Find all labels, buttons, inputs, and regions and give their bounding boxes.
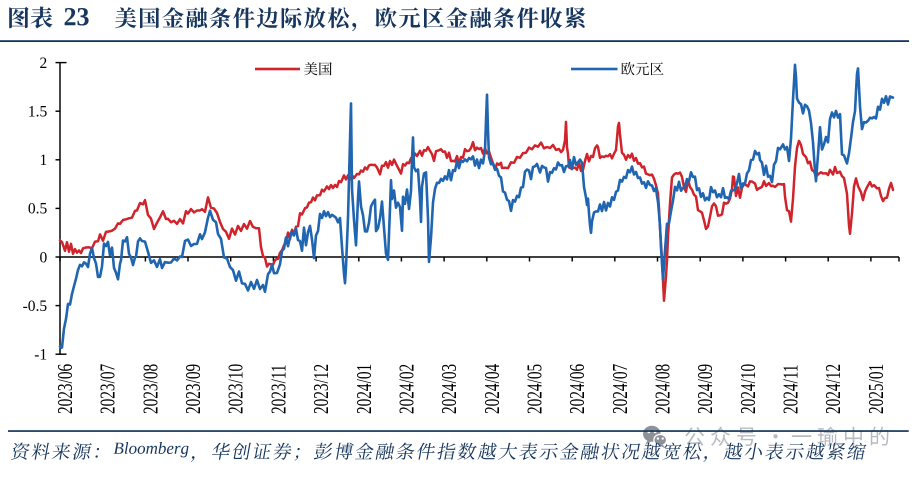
svg-text:2023/07: 2023/07 (96, 364, 119, 414)
svg-text:2024/02: 2024/02 (395, 364, 418, 414)
svg-text:2023/06: 2023/06 (54, 364, 77, 414)
svg-text:2024/11: 2024/11 (779, 364, 802, 414)
svg-text:2024/07: 2024/07 (608, 364, 631, 414)
svg-text:0.5: 0.5 (28, 201, 48, 218)
svg-text:2024/01: 2024/01 (352, 364, 375, 414)
svg-text:2024/04: 2024/04 (480, 364, 503, 414)
svg-text:2024/08: 2024/08 (651, 364, 674, 414)
svg-text:2024/12: 2024/12 (822, 364, 845, 414)
svg-text:2023/09: 2023/09 (182, 364, 205, 414)
svg-text:-1: -1 (34, 347, 47, 364)
svg-text:1.5: 1.5 (28, 104, 48, 121)
svg-text:2023/11: 2023/11 (267, 364, 290, 414)
svg-text:2: 2 (39, 55, 47, 72)
svg-text:2024/03: 2024/03 (438, 364, 461, 414)
svg-text:2025/01: 2025/01 (865, 364, 888, 414)
svg-text:2023/12: 2023/12 (310, 364, 333, 414)
svg-text:2024/09: 2024/09 (694, 364, 717, 414)
svg-text:2024/10: 2024/10 (737, 364, 760, 414)
svg-text:2023/10: 2023/10 (224, 364, 247, 414)
svg-text:2024/05: 2024/05 (523, 364, 546, 414)
svg-text:2024/06: 2024/06 (566, 364, 589, 414)
svg-text:2023/08: 2023/08 (139, 364, 162, 414)
svg-text:-0.5: -0.5 (23, 298, 48, 315)
svg-text:1: 1 (39, 152, 47, 169)
svg-text:0: 0 (39, 249, 47, 266)
